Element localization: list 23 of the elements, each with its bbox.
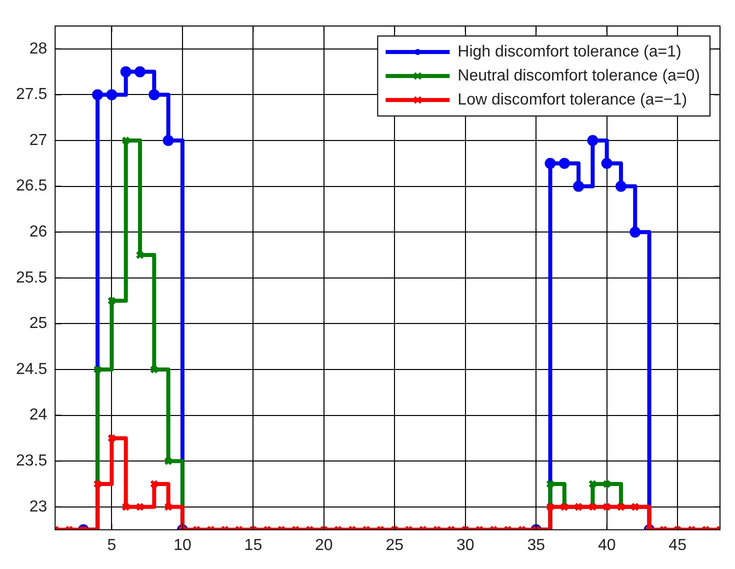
y-tick-label: 23.5 xyxy=(16,452,48,470)
y-tick-label: 23 xyxy=(29,498,48,516)
legend-label: High discomfort tolerance (a=1) xyxy=(458,43,682,60)
x-tick-label: 5 xyxy=(107,536,116,554)
x-tick-label: 20 xyxy=(315,536,333,554)
x-tick-label: 40 xyxy=(598,536,616,554)
legend-label: Neutral discomfort tolerance (a=0) xyxy=(458,67,700,84)
y-tick-label: 27 xyxy=(29,132,48,149)
x-tick-label: 10 xyxy=(174,536,192,554)
y-tick-label: 26 xyxy=(29,224,48,241)
x-tick-label: 35 xyxy=(527,536,546,554)
x-tick-label: 30 xyxy=(456,536,474,554)
y-tick-label: 27.5 xyxy=(16,86,48,104)
x-tick-label: 45 xyxy=(668,536,687,554)
y-tick-label: 25.5 xyxy=(16,269,48,286)
legend-label: Low discomfort tolerance (a=−1) xyxy=(458,91,688,108)
x-tick-label: 25 xyxy=(386,536,404,554)
y-tick-label: 24 xyxy=(29,406,48,424)
y-tick-label: 24.5 xyxy=(16,360,48,378)
y-tick-label: 26.5 xyxy=(16,178,48,195)
x-tick-label: 15 xyxy=(244,536,262,554)
y-tick-label: 25 xyxy=(29,315,48,332)
y-tick-label: 28 xyxy=(29,40,48,58)
